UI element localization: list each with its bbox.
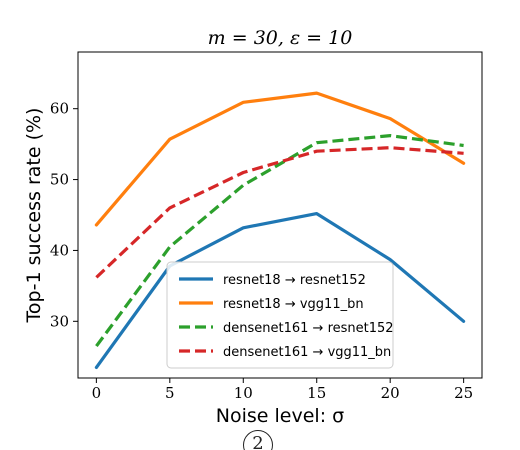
y-tick-label: 50 — [50, 171, 69, 189]
y-tick-label: 60 — [50, 100, 69, 118]
axes: 0 5 10 15 20 25 30 40 50 60 — [50, 100, 473, 402]
x-tick-label: 20 — [381, 384, 400, 402]
x-axis-label: Noise level: σ — [216, 405, 344, 427]
legend-label-3: densenet161 → resnet152 — [223, 321, 394, 336]
x-tick-label: 0 — [92, 384, 102, 402]
x-tick-label: 25 — [454, 384, 473, 402]
series-line-2 — [94, 91, 466, 227]
x-tick-label: 5 — [165, 384, 175, 402]
y-tick-label: 40 — [50, 241, 69, 259]
series-line-1 — [94, 212, 466, 369]
x-tick-label: 15 — [307, 384, 326, 402]
series-lines — [94, 91, 466, 369]
legend: resnet18 → resnet152 resnet18 → vgg11_bnd… — [166, 261, 394, 369]
chart-title: m = 30, ε = 10 — [208, 27, 353, 49]
legend-label-1: resnet18 → resnet152 — [223, 273, 366, 288]
y-axis-label: Top-1 success rate (%) — [23, 108, 45, 324]
y-tick-label: 30 — [50, 312, 69, 330]
series-line-4 — [95, 146, 464, 279]
legend-label-2: resnet18 → vgg11_bn — [223, 297, 364, 312]
x-tick-label: 10 — [234, 384, 253, 402]
series-line-3 — [95, 134, 464, 348]
legend-label-4: densenet161 → vgg11_bn — [223, 345, 391, 360]
legend-box — [166, 261, 394, 369]
plot-frame — [77, 51, 483, 379]
